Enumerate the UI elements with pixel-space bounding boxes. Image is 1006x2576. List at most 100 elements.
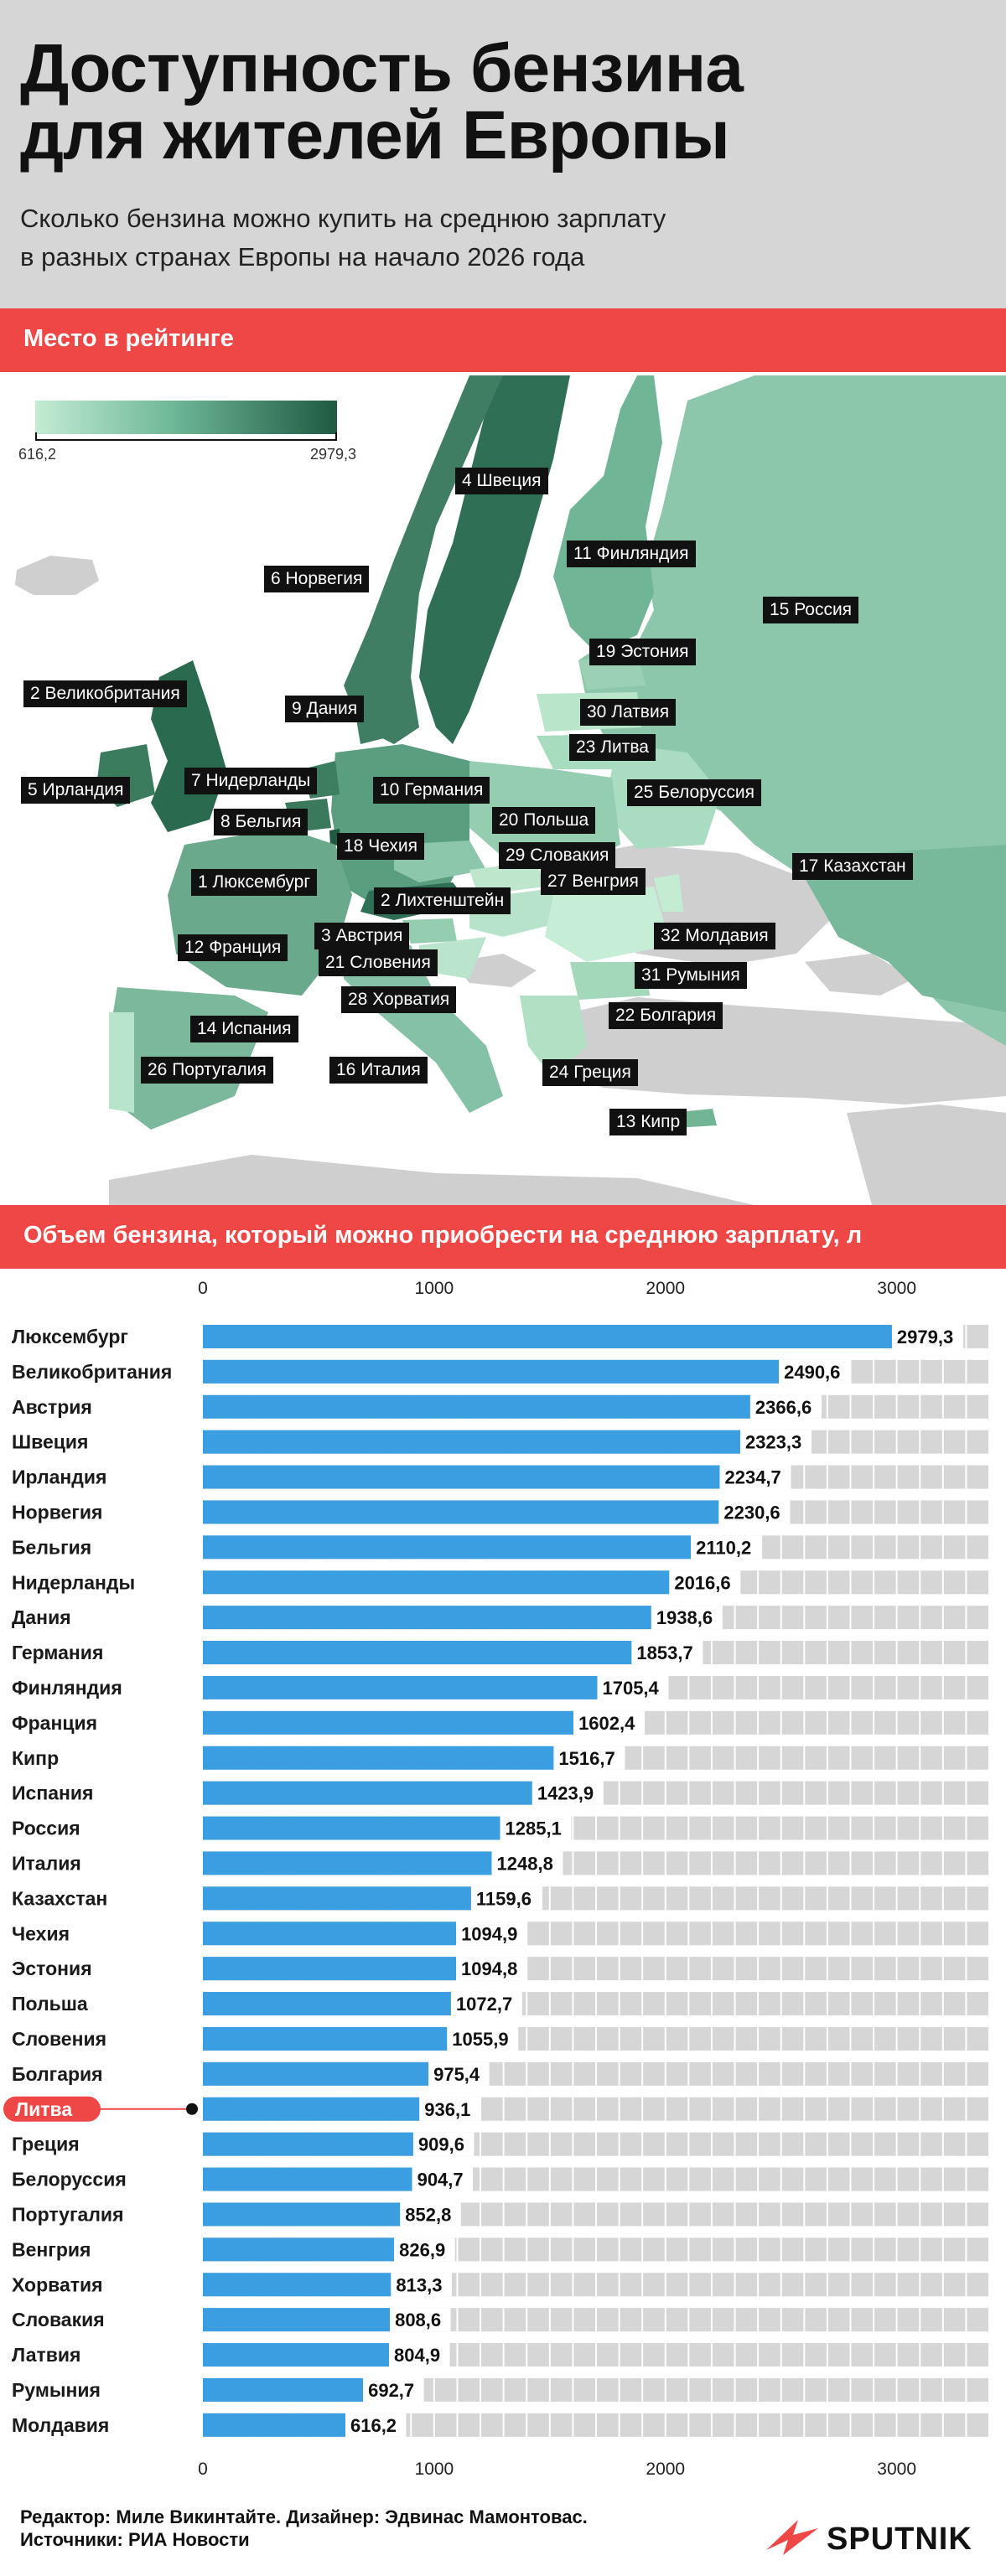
map-label-russia: 15 Россия	[763, 597, 859, 623]
map-label-liechtenstein: 2 Лихтенштейн	[374, 887, 511, 914]
bar	[203, 1570, 670, 1595]
legend-gradient	[35, 401, 337, 434]
bar-value-label: 1072,7	[456, 1994, 512, 2015]
map-label-moldavia: 32 Молдавия	[654, 923, 775, 949]
x-tick-label-bottom: 3000	[877, 2460, 916, 2479]
bar	[203, 2237, 395, 2262]
legend-max-label: 2979,3	[310, 446, 357, 463]
bar-value-label: 1159,6	[476, 1888, 532, 1909]
category-label: Португалия	[12, 2203, 124, 2225]
bar-value-box	[491, 1851, 563, 1875]
bar-chart: 0 0 1000 1000 2000 2000 3000 3000 2979,3 Люксембу…	[0, 1269, 1006, 2492]
bar-value-label: 1423,9	[537, 1783, 594, 1804]
category-label: Россия	[12, 1818, 80, 1839]
bar-value-box	[553, 1746, 625, 1770]
bar-value-label: 2230,6	[723, 1502, 780, 1523]
map-label-belgium: 8 Бельгия	[214, 809, 309, 835]
bar	[203, 2026, 448, 2051]
map-label-poland: 20 Польша	[492, 807, 596, 834]
sputnik-logo: SPUTNIK	[765, 2517, 991, 2558]
bar-value-label: 2016,6	[674, 1572, 730, 1593]
country-italy	[344, 937, 503, 1113]
bar	[203, 2202, 401, 2227]
map-label-romania: 31 Румыния	[635, 962, 747, 989]
header: Доступность бензина для жителей Европы С…	[0, 0, 1006, 308]
country-romania	[545, 887, 671, 962]
bar	[203, 1465, 720, 1489]
bar	[203, 2132, 413, 2156]
bar-value-label: 692,7	[368, 2380, 414, 2401]
map-label-ireland: 5 Ирландия	[21, 777, 131, 804]
map-label-greece: 24 Греция	[542, 1059, 638, 1086]
category-label: Великобритания	[12, 1361, 172, 1383]
legend-axis	[35, 439, 337, 441]
bar	[203, 2308, 391, 2332]
bar-value-label: 2323,3	[745, 1432, 801, 1453]
category-label: Румыния	[12, 2379, 101, 2401]
bar	[203, 1781, 532, 1805]
category-label: Франция	[12, 1712, 97, 1734]
category-label: Белоруссия	[12, 2169, 127, 2191]
bar-value-box	[447, 2026, 519, 2051]
bar	[203, 1606, 651, 1630]
map-label-italy: 16 Италия	[329, 1057, 428, 1084]
x-tick-label-top: 3000	[877, 1279, 916, 1298]
bar-value-box	[891, 1324, 963, 1348]
category-label: Чехия	[12, 1922, 70, 1944]
bar-value-label: 1602,4	[578, 1713, 635, 1734]
bar-value-label: 1248,8	[497, 1853, 553, 1874]
bar-value-box	[412, 2167, 474, 2191]
bar-value-label: 1705,4	[602, 1678, 659, 1699]
map-label-hungary: 27 Венгрия	[541, 868, 646, 895]
bar-chart-svg: 0 0 1000 1000 2000 2000 3000 3000 2979,3 Люксембу…	[3, 1279, 990, 2479]
bar-value-label: 2366,6	[755, 1397, 812, 1418]
land-middle-east	[847, 1104, 1006, 1205]
map-label-uk: 2 Великобритания	[23, 680, 187, 707]
legend-tick-min	[35, 432, 37, 441]
category-label: Финляндия	[12, 1677, 122, 1699]
bar	[203, 1675, 598, 1699]
bar-value-box	[739, 1430, 812, 1454]
bar	[203, 1746, 554, 1770]
land-iceland	[15, 556, 99, 595]
bar-value-label: 1094,8	[461, 1958, 517, 1979]
country-portugal	[109, 1012, 134, 1113]
map-label-norway: 6 Норвегия	[264, 566, 370, 592]
map-label-luxembourg: 1 Люксембург	[191, 869, 318, 896]
chart-section-title: Объем бензина, который можно приобрести …	[23, 1222, 863, 1249]
bar-value-box	[363, 2377, 424, 2402]
map-label-slovakia: 29 Словакия	[499, 842, 616, 869]
category-label: Словакия	[12, 2309, 105, 2330]
bar-value-label: 804,9	[394, 2345, 440, 2366]
country-finland	[553, 375, 662, 652]
bar-value-label: 904,7	[417, 2170, 464, 2191]
land-caucasus	[805, 954, 914, 996]
highlight-pill	[3, 2096, 101, 2122]
category-label: Греция	[12, 2134, 80, 2155]
page-title: Доступность бензина для жителей Европы	[20, 30, 744, 173]
page-subtitle: Сколько бензина можно купить на среднюю …	[20, 204, 666, 272]
category-label: Нидерланды	[12, 1571, 135, 1593]
category-label: Австрия	[12, 1396, 92, 1418]
sputnik-logo-text: SPUTNIK	[827, 2522, 972, 2557]
bar-value-box	[456, 1957, 528, 1981]
bar-value-label: 2234,7	[725, 1467, 781, 1488]
bar-value-label: 2110,2	[696, 1537, 751, 1558]
category-label-highlighted: Литва	[15, 2098, 72, 2120]
category-label: Норвегия	[12, 1501, 102, 1523]
category-label: Эстония	[12, 1958, 92, 1979]
bar-value-box	[456, 1922, 528, 1946]
bar-value-label: 852,8	[405, 2204, 451, 2225]
map-label-finland: 11 Финляндия	[567, 541, 696, 567]
category-label: Швеция	[12, 1431, 88, 1453]
bar-value-label: 1094,9	[461, 1923, 517, 1944]
category-label: Бельгия	[12, 1536, 91, 1558]
category-label: Италия	[12, 1852, 81, 1874]
map-label-france: 12 Франция	[178, 934, 288, 961]
land-africa	[109, 1155, 754, 1205]
bar-value-label: 909,6	[418, 2134, 464, 2155]
bar-value-box	[391, 2273, 452, 2297]
map-label-cyprus: 13 Кипр	[609, 1109, 687, 1135]
bar-value-box	[631, 1641, 703, 1665]
bar	[203, 2413, 345, 2437]
